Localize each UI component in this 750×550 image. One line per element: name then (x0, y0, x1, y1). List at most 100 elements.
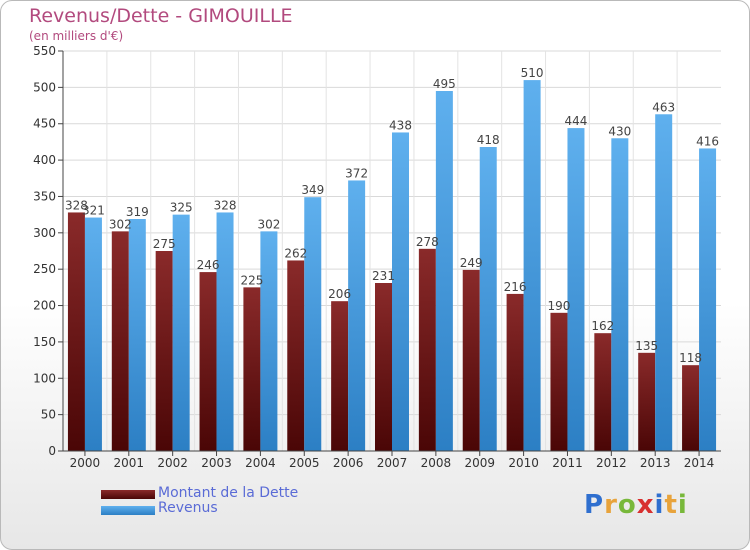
bar-dette (155, 251, 173, 451)
bar-revenus (699, 148, 717, 452)
data-label-dette: 328 (65, 198, 88, 212)
logo-letter: i (677, 490, 688, 520)
data-label-dette: 246 (197, 258, 220, 272)
data-label-dette: 302 (109, 217, 132, 231)
logo-letter: i (654, 490, 665, 520)
y-tick-label: 450 (33, 117, 56, 131)
data-label-revenus: 444 (565, 114, 588, 128)
y-tick-label: 400 (33, 153, 56, 167)
x-tick-label: 2012 (596, 456, 627, 470)
x-tick-label: 2003 (201, 456, 232, 470)
bar-revenus (304, 197, 322, 451)
bar-revenus (348, 180, 366, 452)
legend-label-revenus: Revenus (158, 500, 218, 516)
data-label-revenus: 463 (652, 100, 675, 114)
data-label-dette: 118 (679, 351, 702, 365)
data-label-revenus: 372 (345, 166, 368, 180)
bar-dette (111, 231, 129, 451)
y-tick-label: 200 (33, 299, 56, 313)
data-label-revenus: 321 (82, 204, 105, 218)
y-tick-label: 550 (33, 44, 56, 58)
y-tick-label: 250 (33, 262, 56, 276)
bar-revenus (611, 138, 629, 452)
data-label-dette: 249 (460, 256, 483, 270)
bar-dette (331, 301, 349, 451)
bar-revenus (128, 219, 146, 451)
y-tick-label: 300 (33, 226, 56, 240)
x-tick-label: 2008 (421, 456, 452, 470)
proxiti-logo: Proxiti (584, 490, 688, 520)
bar-revenus (479, 147, 497, 451)
chart-subtitle: (en milliers d'€) (29, 29, 124, 43)
data-label-revenus: 418 (477, 133, 500, 147)
legend-label-dette: Montant de la Dette (158, 485, 299, 501)
x-tick-label: 2010 (508, 456, 539, 470)
x-tick-label: 2002 (157, 456, 188, 470)
data-label-dette: 135 (635, 339, 658, 353)
data-label-revenus: 495 (433, 77, 456, 91)
x-tick-label: 2007 (377, 456, 408, 470)
chart-title: Revenus/Dette - GIMOUILLE (29, 5, 293, 27)
logo-letter: t (664, 490, 678, 520)
y-tick-label: 0 (48, 444, 56, 458)
bar-dette (199, 272, 217, 451)
bar-dette (638, 352, 656, 451)
x-tick-label: 2011 (552, 456, 583, 470)
x-tick-label: 2004 (245, 456, 276, 470)
bar-revenus (216, 212, 234, 451)
bar-revenus (84, 217, 102, 451)
x-tick-label: 2006 (333, 456, 364, 470)
bar-dette (462, 269, 480, 451)
data-label-revenus: 349 (301, 183, 324, 197)
data-label-revenus: 302 (257, 217, 280, 231)
data-label-revenus: 319 (126, 205, 149, 219)
bar-revenus (523, 80, 541, 451)
logo-letter: r (604, 490, 618, 520)
x-tick-label: 2014 (684, 456, 715, 470)
bar-dette (550, 312, 568, 451)
data-label-dette: 231 (372, 269, 395, 283)
y-tick-label: 50 (41, 408, 56, 422)
logo-letter: o (617, 490, 637, 520)
data-label-dette: 162 (591, 319, 614, 333)
bar-dette (243, 287, 261, 451)
y-tick-label: 100 (33, 371, 56, 385)
bar-dette (287, 260, 305, 451)
logo-letter: x (636, 490, 655, 520)
x-tick-label: 2000 (70, 456, 101, 470)
data-label-dette: 275 (153, 237, 176, 251)
x-tick-label: 2013 (640, 456, 671, 470)
y-tick-label: 500 (33, 80, 56, 94)
y-tick-label: 350 (33, 189, 56, 203)
bar-dette (506, 293, 524, 451)
data-label-revenus: 416 (696, 134, 719, 148)
legend-swatch-dette (101, 490, 155, 499)
data-label-dette: 225 (240, 273, 263, 287)
bar-revenus (567, 128, 585, 451)
data-label-revenus: 328 (214, 198, 237, 212)
bar-revenus (260, 231, 278, 451)
data-label-dette: 216 (504, 280, 527, 294)
bar-revenus (435, 91, 453, 451)
x-tick-label: 2001 (114, 456, 145, 470)
data-label-dette: 262 (284, 246, 307, 260)
bar-dette (375, 283, 392, 451)
y-tick-label: 150 (33, 335, 56, 349)
x-tick-label: 2005 (289, 456, 320, 470)
legend-swatch-revenus (101, 506, 155, 515)
bar-revenus (655, 114, 673, 451)
bar-dette (682, 365, 700, 451)
bar-revenus (172, 214, 190, 451)
x-tick-label: 2009 (464, 456, 495, 470)
bar-dette (67, 212, 85, 451)
data-label-revenus: 510 (521, 66, 544, 80)
data-label-revenus: 325 (170, 201, 193, 215)
data-label-revenus: 438 (389, 118, 412, 132)
data-label-dette: 278 (416, 235, 439, 249)
bar-revenus (392, 132, 409, 452)
data-label-dette: 190 (548, 299, 571, 313)
data-label-dette: 206 (328, 287, 351, 301)
logo-letter: P (584, 490, 605, 520)
